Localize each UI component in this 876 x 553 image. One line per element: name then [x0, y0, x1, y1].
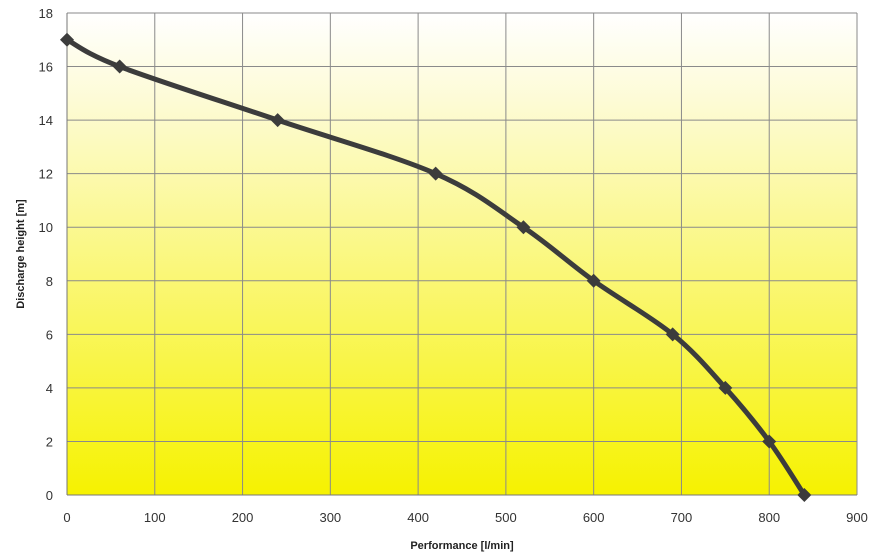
x-tick-label: 700 [671, 510, 693, 525]
x-tick-label: 300 [319, 510, 341, 525]
y-tick-label: 12 [39, 167, 53, 182]
x-tick-label: 0 [63, 510, 70, 525]
y-tick-label: 0 [46, 488, 53, 503]
x-tick-label: 100 [144, 510, 166, 525]
x-tick-label: 200 [232, 510, 254, 525]
y-axis-ticks: 0 2 4 6 8 10 12 14 16 18 [39, 6, 53, 503]
x-axis-ticks: 0 100 200 300 400 500 600 700 800 900 [63, 510, 867, 525]
y-tick-label: 18 [39, 6, 53, 21]
x-tick-label: 900 [846, 510, 868, 525]
x-tick-label: 400 [407, 510, 429, 525]
x-tick-label: 800 [758, 510, 780, 525]
y-tick-label: 6 [46, 327, 53, 342]
x-tick-label: 600 [583, 510, 605, 525]
x-tick-label: 500 [495, 510, 517, 525]
y-axis-label: Discharge height [m] [15, 199, 27, 309]
x-axis-label: Performance [l/min] [410, 540, 514, 552]
plot-background [67, 13, 857, 495]
y-tick-label: 14 [39, 113, 53, 128]
y-tick-label: 16 [39, 60, 53, 75]
y-tick-label: 4 [46, 381, 53, 396]
y-tick-label: 8 [46, 274, 53, 289]
y-tick-label: 2 [46, 434, 53, 449]
y-tick-label: 10 [39, 220, 53, 235]
